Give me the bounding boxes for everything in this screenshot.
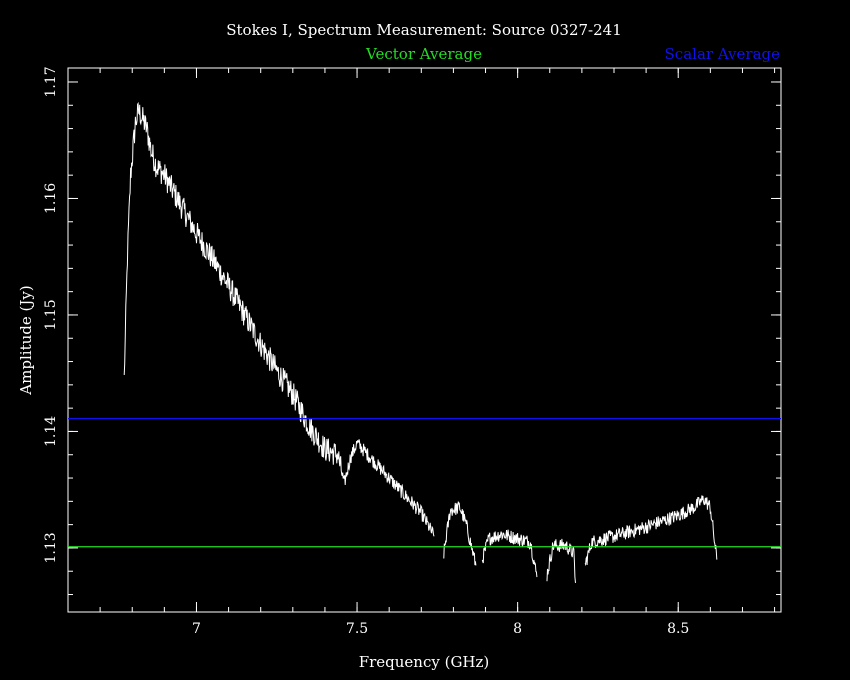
spectrum-line bbox=[443, 501, 477, 566]
chart-title: Stokes I, Spectrum Measurement: Source 0… bbox=[226, 21, 622, 39]
plot-frame bbox=[67, 67, 782, 613]
spectrum-line bbox=[546, 538, 576, 583]
x-tick-label: 7.5 bbox=[346, 621, 368, 637]
y-tick-label: 1.17 bbox=[43, 66, 59, 97]
y-tick-label: 1.15 bbox=[43, 299, 59, 330]
x-tick-label: 7 bbox=[192, 621, 201, 637]
legend-scalar-average: Scalar Average bbox=[665, 45, 781, 63]
spectrum-line bbox=[584, 495, 718, 567]
spectrum-line bbox=[123, 101, 435, 537]
x-tick-label: 8.5 bbox=[667, 621, 689, 637]
legend-vector-average: Vector Average bbox=[365, 45, 482, 63]
spectrum-line bbox=[481, 529, 538, 578]
x-axis-label: Frequency (GHz) bbox=[359, 653, 490, 671]
y-axis-label: Amplitude (Jy) bbox=[17, 285, 35, 395]
y-tick-label: 1.13 bbox=[43, 532, 59, 563]
x-tick-label: 8 bbox=[513, 621, 522, 637]
y-tick-label: 1.14 bbox=[43, 416, 59, 447]
plot-area: 7 7.5 8 8.5 1.13 1.14 1.15 1.16 1.17 bbox=[43, 66, 782, 637]
y-tick-label: 1.16 bbox=[43, 183, 59, 214]
